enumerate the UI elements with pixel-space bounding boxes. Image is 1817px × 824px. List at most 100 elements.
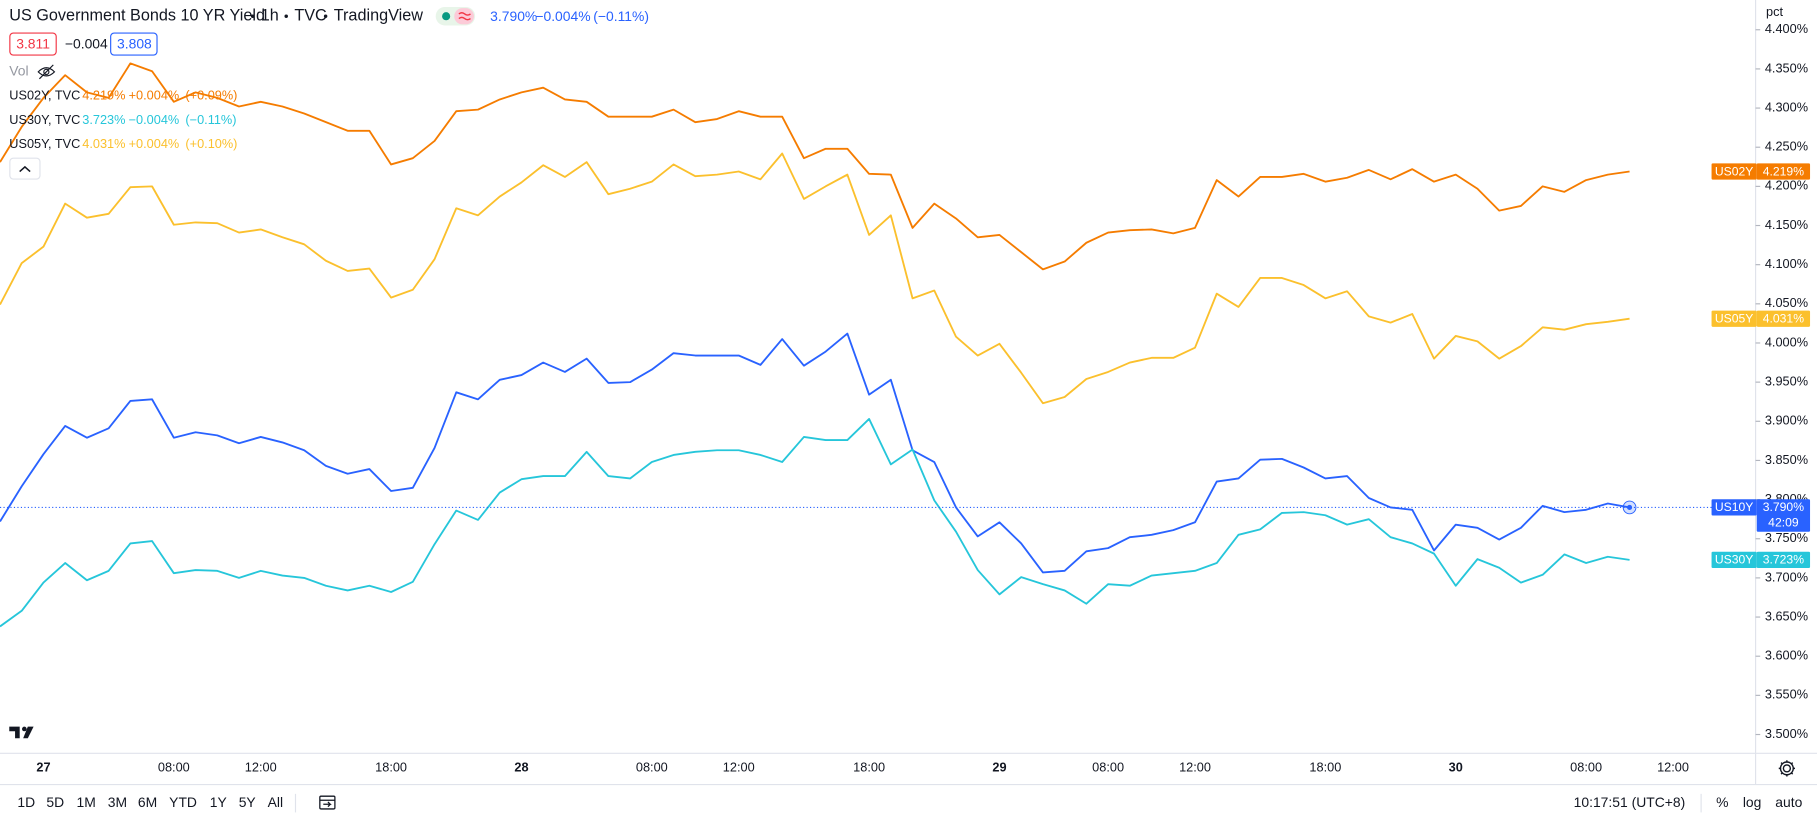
price-tag-label: US30Y [1715,553,1754,567]
range-button[interactable]: 5D [46,794,64,810]
x-tick-label: 08:00 [1570,760,1602,775]
logo-part [23,726,34,739]
price-tag-text: 4.219% [1763,164,1804,178]
collapse-button[interactable] [9,157,41,180]
legend-last: 3.723% [82,112,125,127]
x-tick-label: 12:00 [723,760,755,775]
bid: 3.811 [16,35,50,51]
price-tag-value [1756,499,1811,532]
sell-box[interactable] [9,32,57,56]
range-button[interactable]: 6M [138,794,157,810]
range-button[interactable]: YTD [169,794,197,810]
y-tick-label: 3.950% [1765,373,1808,388]
eye-pupil [43,68,50,75]
legend-last: 4.031% [82,136,125,151]
last-price: 3.790% [490,8,537,24]
x-tick-label: 12:00 [245,760,277,775]
scale-option[interactable]: log [1743,794,1762,810]
toolbar: 1D 5D 1M 3M 6M YTD 1Y 5Y All% log auto [17,794,1802,810]
series-line [0,332,1630,574]
calendar-arrow [323,801,332,808]
series-line [0,152,1630,405]
price-tag-name [1711,310,1757,327]
y-tick-label: 3.900% [1765,413,1808,428]
x-tick-label: 08:00 [1092,760,1124,775]
y-tick-label: 3.600% [1765,648,1808,663]
chart-title: US Government Bonds 10 YR Yield [9,7,265,25]
countdown: 42:09 [1768,515,1799,529]
logo-part [9,726,20,739]
ask: 3.808 [117,35,152,51]
price-tag-label: US05Y [1715,312,1754,326]
range-button[interactable]: 1Y [210,794,227,810]
scale-option[interactable]: % [1716,794,1728,810]
calendar-body [319,795,336,810]
y-tick-label: 4.050% [1765,295,1808,310]
collapse-chevron [19,165,31,173]
scale-option[interactable]: auto [1775,794,1802,810]
y-tick-label: 3.500% [1765,726,1808,741]
y-tick-label: 4.150% [1765,217,1808,232]
legend: US02Y, TVC 4.219% +0.004% (+0.09%) US30Y, TV… [9,88,237,152]
legend-label[interactable]: US05Y, TVC [9,136,80,151]
gear-center [1782,764,1792,773]
price-tag-value [1756,310,1811,327]
separator-dot [323,14,328,18]
x-tick-label: 29 [992,760,1006,775]
hidden-eye-icon[interactable] [37,64,56,80]
price-change-pct: (−0.11%) [593,8,649,24]
price-tag-name [1711,499,1757,516]
exchange: TVC [294,7,327,25]
x-tick-label: 12:00 [1657,760,1689,775]
price-tag-text: 4.031% [1763,312,1804,326]
range-button[interactable]: 3M [108,794,127,810]
goto-date-icon[interactable] [319,795,336,810]
legend-last: 4.219% [82,88,125,103]
x-tick-label: 08:00 [158,760,190,775]
series-line [0,418,1630,628]
x-tick-label: 12:00 [1179,760,1211,775]
legend-change: −0.004% [129,112,180,127]
price-tag-text: 3.723% [1763,553,1804,567]
range-button[interactable]: 5Y [239,794,256,810]
logo-part [22,726,27,732]
spread: −0.004 [65,35,108,51]
source: TradingView [334,7,424,25]
legend-label[interactable]: US02Y, TVC [9,88,80,103]
legend-change-pct: (−0.11%) [185,112,236,127]
settings-icon[interactable] [1778,760,1795,777]
y-tick-label: 4.200% [1765,178,1808,193]
price-tag-name [1711,163,1757,180]
tradingview-logo[interactable] [9,726,34,739]
y-tick-label: 4.250% [1765,139,1808,154]
eye-strike [38,64,54,80]
x-tick-label: 18:00 [375,760,407,775]
legend-change: +0.004% [129,88,180,103]
y-tick-label: 4.400% [1765,21,1808,36]
legend-change-pct: (+0.10%) [185,136,237,151]
price-tag-label: US10Y [1715,500,1754,514]
interval[interactable]: 1h [261,7,279,25]
range-button[interactable]: 1M [76,794,95,810]
legend-label[interactable]: US30Y, TVC [9,112,80,127]
series-line [0,62,1630,271]
volume-label: Vol [9,63,28,79]
range-button[interactable]: All [268,794,283,810]
legend-change: +0.004% [129,136,180,151]
x-tick-label: 27 [36,760,50,775]
buy-box[interactable] [110,32,158,56]
x-tick-label: 18:00 [853,760,885,775]
price-tag-text: 3.790% [1763,500,1804,514]
price-tag-value [1756,163,1811,180]
y-tick-label: 4.300% [1765,99,1808,114]
y-tick-label: 3.650% [1765,608,1808,623]
delay-icon [458,12,471,21]
range-button[interactable]: 1D [17,794,35,810]
x-tick-label: 30 [1449,760,1463,775]
price-tag-value [1756,551,1811,569]
market-status [442,12,451,21]
x-tick-label: 18:00 [1309,760,1341,775]
y-tick-label: 3.750% [1765,530,1808,545]
